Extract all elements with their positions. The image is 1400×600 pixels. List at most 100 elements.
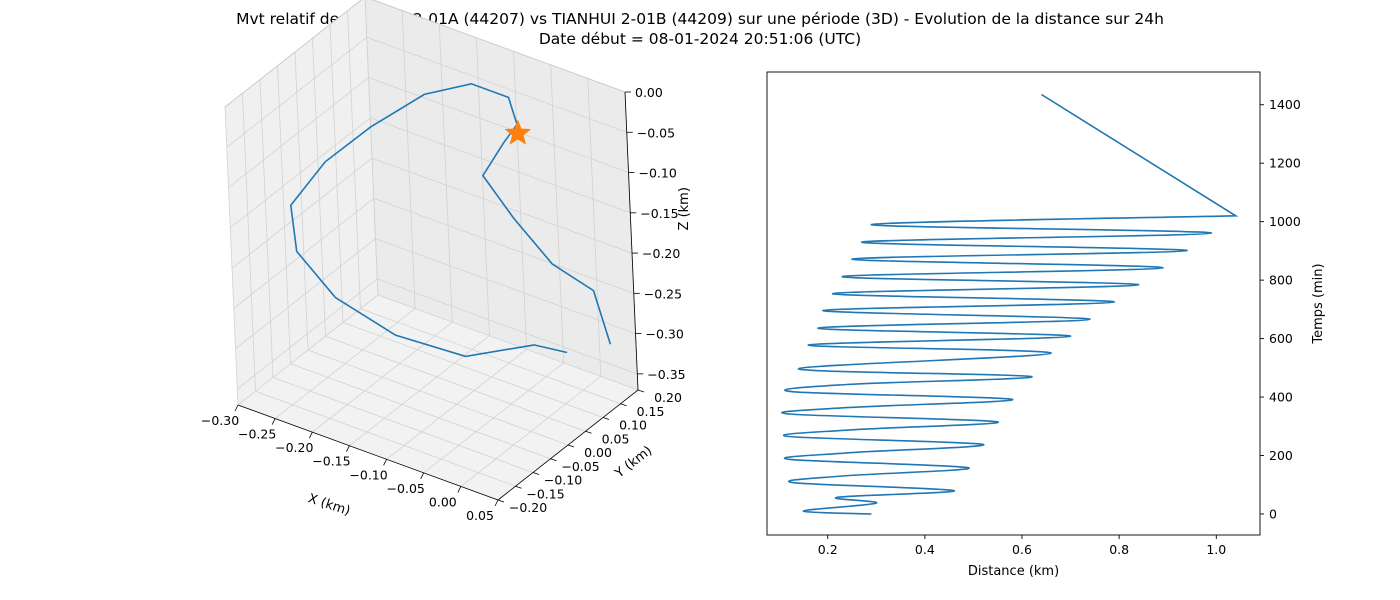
x-tick-label: 0.2 (818, 542, 838, 557)
x-tick-label: −0.05 (387, 481, 425, 496)
x-tick-label: −0.25 (238, 427, 276, 442)
grid-line (233, 198, 375, 309)
x-tick-label: 1.0 (1206, 542, 1226, 557)
grid-line (224, 106, 239, 406)
y-tick-label: 0.10 (619, 418, 647, 433)
grid-line (375, 238, 636, 334)
x-tick-label: −0.30 (201, 413, 239, 428)
star-marker (504, 119, 532, 145)
y-tick-label: 1000 (1269, 214, 1301, 229)
y-tick-label: 0.20 (654, 390, 682, 405)
grid-line (255, 390, 516, 487)
y-tick-label: 800 (1269, 273, 1293, 288)
grid-line (360, 308, 621, 405)
y-tick (585, 430, 592, 434)
grid-line (307, 349, 569, 446)
grid-line (325, 335, 586, 432)
y-tick-label: 1200 (1269, 156, 1301, 171)
y-tick (532, 472, 540, 475)
y-tick (567, 444, 575, 448)
y-tick-label: 200 (1269, 448, 1293, 463)
grid-line (366, 36, 627, 133)
grid-line (277, 65, 291, 364)
y-tick (550, 458, 557, 462)
x-tick (383, 459, 387, 466)
pane-back (365, 0, 638, 390)
z-tick-label: −0.20 (642, 246, 680, 261)
grid-line (371, 157, 633, 254)
z-axis-line (624, 91, 639, 391)
grid-line (228, 77, 369, 188)
y-tick-label: 0.15 (637, 404, 665, 419)
x-tick (308, 431, 313, 439)
x-tick (420, 472, 425, 480)
y-tick-label: 1400 (1269, 97, 1301, 112)
grid-line (368, 77, 629, 173)
y-tick-label: 0.00 (584, 445, 612, 460)
z-tick-label: −0.15 (640, 206, 678, 221)
grid-line (342, 322, 604, 418)
chart-distance-over-time: 0.2 0.4 0.6 0.8 1.0 0 200 400 600 800 1000 1200 1400… (766, 71, 1326, 579)
grid-line (242, 93, 256, 392)
x-tick-label: 0.05 (466, 508, 494, 523)
grid-line (587, 78, 602, 377)
chart-subtitle: Date début = 08-01-2024 20:51:06 (UTC) (538, 30, 862, 48)
plot-frame (766, 71, 1261, 536)
chart-3d-trajectory: −0.30−0.25−0.20−0.15−0.10−0.050.000.05−0… (201, 0, 692, 523)
chart-title: Mvt relatif de TIANHUI 2-01A (44207) vs … (236, 10, 1164, 28)
y-tick (497, 499, 505, 503)
grid-line (377, 294, 639, 391)
z-tick-label: −0.05 (637, 125, 675, 140)
z-tick-label: −0.35 (647, 367, 685, 382)
grid-line (312, 38, 326, 337)
x-tick-label: 0.00 (429, 494, 457, 509)
grid-line (370, 117, 631, 214)
z-tick-label: 0.00 (635, 85, 663, 100)
y-tick-label: 0 (1269, 506, 1277, 521)
x-tick-label: −0.20 (275, 440, 313, 455)
y-tick-label: −0.15 (526, 486, 564, 501)
pane-edge (224, 0, 362, 108)
y-tick-label: −0.10 (544, 473, 582, 488)
x-tick-label: −0.10 (349, 467, 387, 482)
y-tick (602, 417, 610, 420)
grid-line (259, 79, 274, 378)
z-axis-label: Z (km) (677, 187, 692, 230)
y-tick-label: 0.05 (602, 431, 630, 446)
x-tick-label: 0.8 (1109, 542, 1129, 557)
x-axis-label: Distance (km) (968, 564, 1059, 579)
grid-line (438, 24, 453, 323)
grid-line (373, 197, 634, 294)
y-tick (637, 389, 645, 393)
grid-line (230, 117, 371, 229)
x-tick (234, 404, 239, 412)
grid-line (347, 10, 361, 309)
grid-line (272, 377, 534, 473)
y-axis-label: Temps (min) (1311, 263, 1326, 344)
y-tick-label: −0.05 (561, 459, 599, 474)
grid-line (237, 278, 378, 390)
z-tick-label: −0.10 (639, 166, 677, 181)
y-tick-label: 600 (1269, 331, 1293, 346)
grid-line (513, 51, 527, 350)
y-axis-label: Y (km) (612, 443, 655, 482)
y-tick (620, 403, 627, 407)
grid-line (226, 36, 368, 148)
grid-line (290, 363, 551, 460)
x-tick (346, 445, 350, 452)
grid-line (235, 238, 376, 349)
z-tick-label: −0.30 (646, 327, 684, 342)
y-tick (515, 485, 522, 489)
trajectory-line (289, 82, 612, 358)
x-tick-label: 0.6 (1012, 542, 1032, 557)
pane-edge (372, 0, 626, 93)
grid-line (550, 64, 565, 363)
x-axis-label: X (km) (306, 491, 352, 519)
z-tick-label: −0.25 (644, 286, 682, 301)
x-tick-label: −0.15 (312, 454, 350, 469)
x-tick (271, 418, 276, 425)
x-tick-label: 0.4 (915, 542, 935, 557)
grid-line (377, 278, 638, 375)
grid-line (231, 157, 373, 269)
